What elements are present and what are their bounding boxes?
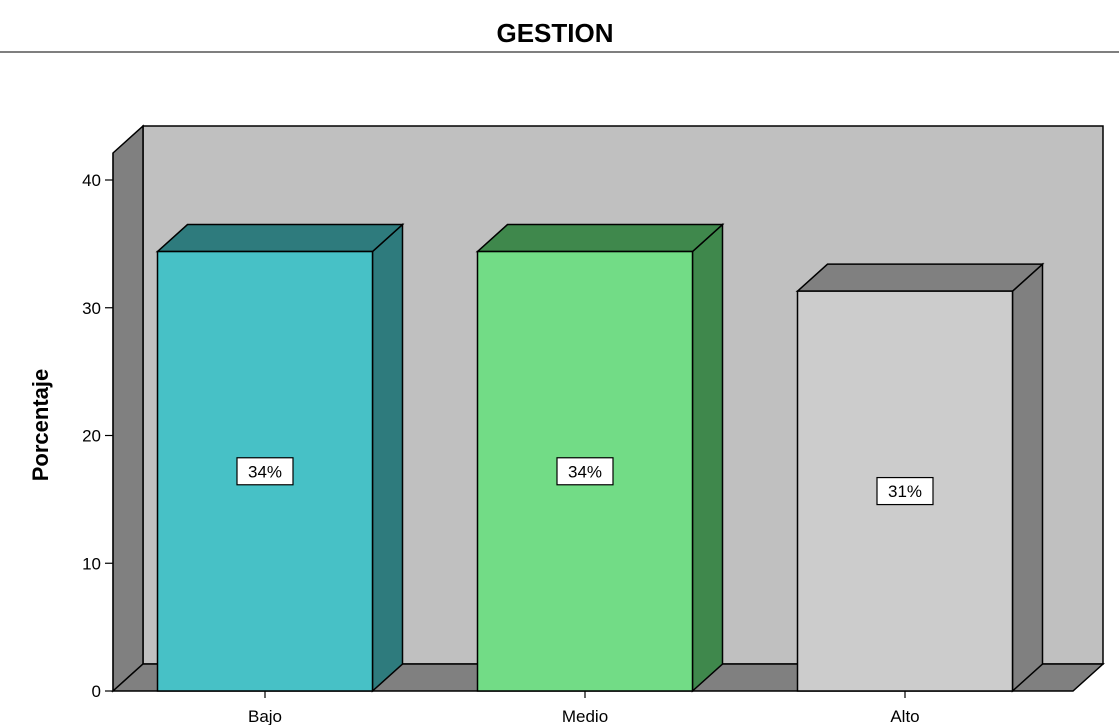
side-wall bbox=[112, 124, 144, 693]
data-label-box bbox=[876, 476, 934, 506]
y-axis-title: Porcentaje bbox=[28, 369, 53, 482]
data-label: 31% bbox=[888, 482, 922, 501]
y-axis: 0 10 20 30 40 bbox=[82, 153, 114, 701]
bar-top bbox=[475, 223, 725, 253]
bar-side bbox=[1011, 262, 1044, 693]
x-tick-label: Bajo bbox=[248, 707, 282, 725]
bar-top bbox=[155, 223, 405, 253]
y-tick-label: 20 bbox=[82, 427, 101, 446]
y-tick-label: 40 bbox=[82, 171, 101, 190]
y-tick-label: 10 bbox=[82, 554, 101, 573]
x-axis-labels: Bajo Medio Alto bbox=[248, 691, 920, 725]
data-label-box bbox=[556, 457, 614, 486]
bar-side bbox=[371, 222, 404, 693]
bar-series: 34% 34% 31% bbox=[155, 222, 1045, 693]
data-label: 34% bbox=[568, 462, 602, 481]
x-tick-label: Alto bbox=[890, 707, 919, 725]
data-label-box bbox=[236, 457, 294, 486]
x-tick-label: Medio bbox=[562, 707, 608, 725]
bar-bajo: 34% bbox=[155, 222, 405, 693]
bar-top bbox=[795, 263, 1045, 292]
y-tick-label: 30 bbox=[82, 299, 101, 318]
bar-medio: 34% bbox=[475, 222, 725, 693]
bar-side bbox=[691, 222, 724, 693]
chart-title: GESTION bbox=[496, 18, 613, 48]
bar-alto: 31% bbox=[795, 262, 1045, 693]
y-tick-label: 0 bbox=[92, 682, 101, 701]
data-label: 34% bbox=[248, 462, 282, 481]
